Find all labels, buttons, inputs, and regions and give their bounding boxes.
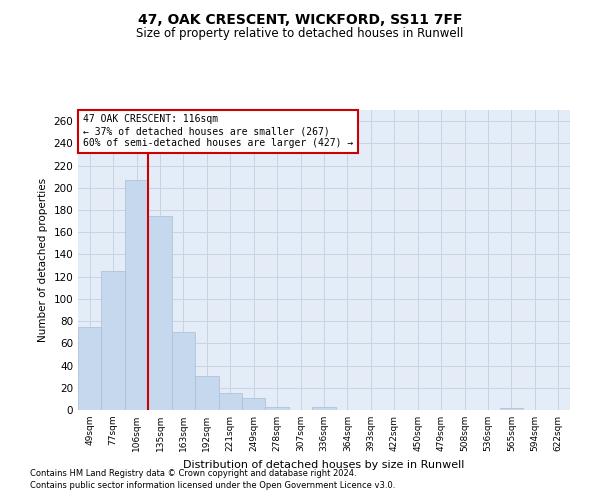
- Y-axis label: Number of detached properties: Number of detached properties: [38, 178, 48, 342]
- Text: 47, OAK CRESCENT, WICKFORD, SS11 7FF: 47, OAK CRESCENT, WICKFORD, SS11 7FF: [138, 12, 462, 26]
- Text: Contains HM Land Registry data © Crown copyright and database right 2024.: Contains HM Land Registry data © Crown c…: [30, 468, 356, 477]
- Text: 47 OAK CRESCENT: 116sqm
← 37% of detached houses are smaller (267)
60% of semi-d: 47 OAK CRESCENT: 116sqm ← 37% of detache…: [83, 114, 353, 148]
- Bar: [265, 406, 289, 410]
- Bar: [500, 408, 523, 410]
- Bar: [242, 398, 265, 410]
- Bar: [195, 376, 218, 410]
- Text: Contains public sector information licensed under the Open Government Licence v3: Contains public sector information licen…: [30, 481, 395, 490]
- Bar: [125, 180, 148, 410]
- Bar: [172, 332, 195, 410]
- Text: Size of property relative to detached houses in Runwell: Size of property relative to detached ho…: [136, 28, 464, 40]
- Bar: [78, 326, 101, 410]
- X-axis label: Distribution of detached houses by size in Runwell: Distribution of detached houses by size …: [184, 460, 464, 469]
- Bar: [312, 406, 336, 410]
- Bar: [218, 394, 242, 410]
- Bar: [148, 216, 172, 410]
- Bar: [101, 271, 125, 410]
